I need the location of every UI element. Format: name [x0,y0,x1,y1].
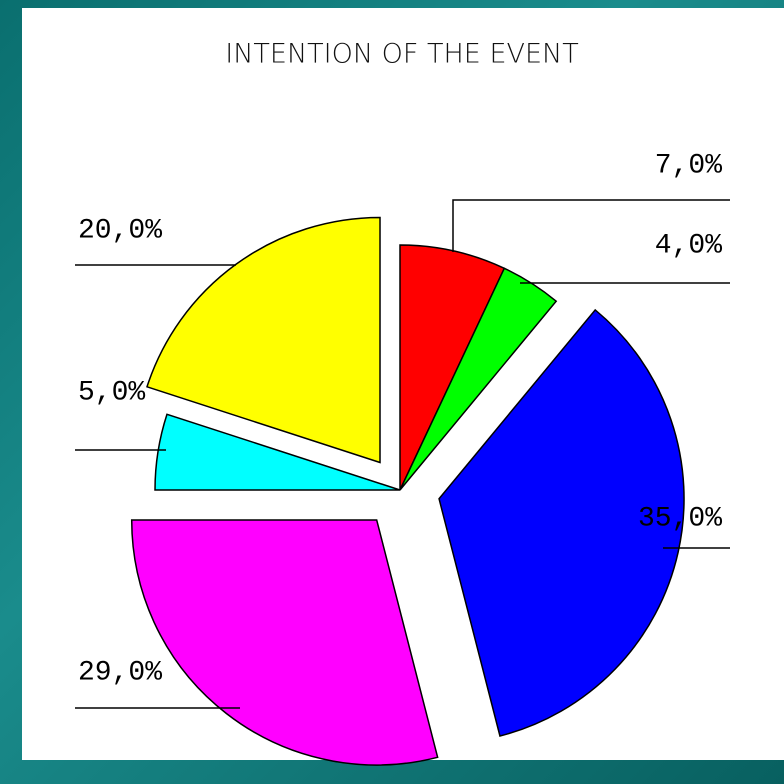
slice-label: 5,0% [78,377,145,408]
pie-slice [130,519,439,766]
leader-line [452,199,730,252]
pie-slice [146,216,381,464]
slice-label: 35,0% [638,503,722,534]
slice-label: 20,0% [78,215,162,246]
pie-slice [438,308,685,737]
pie-slice [154,413,401,491]
slice-label: 7,0% [655,150,722,181]
chart-title: INTENTION OF THE EVENT [225,39,578,70]
slice-label: 4,0% [655,230,722,261]
slice-label: 29,0% [78,657,162,688]
